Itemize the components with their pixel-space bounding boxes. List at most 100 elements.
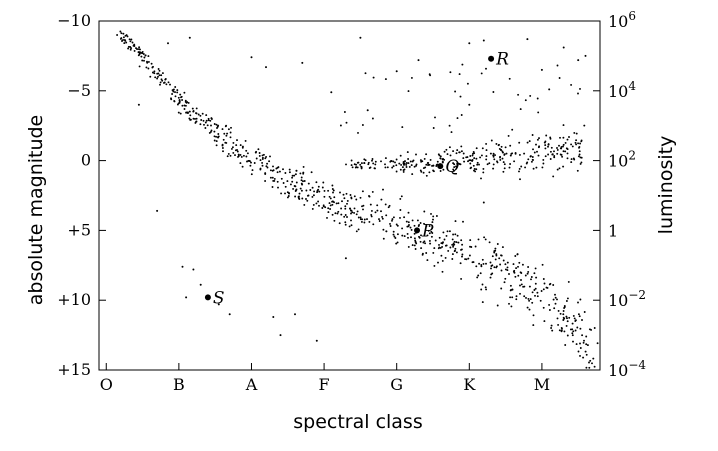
star-dot: [423, 157, 426, 160]
star-dot: [345, 163, 347, 166]
star-dot: [378, 218, 380, 221]
star-dot: [245, 155, 248, 158]
star-dot: [551, 329, 554, 332]
star-dot: [479, 156, 482, 159]
star-dot: [405, 162, 408, 164]
star-dot: [410, 236, 412, 239]
right-tick-base: 10: [608, 291, 628, 310]
star-dot: [355, 213, 358, 216]
star-dot: [277, 166, 280, 169]
star-dot: [502, 170, 505, 173]
star-dot: [577, 155, 580, 158]
star-dot: [567, 280, 570, 283]
star-dot: [266, 166, 269, 169]
star-dot: [349, 207, 351, 210]
star-dot: [334, 212, 337, 215]
star-dot: [275, 167, 278, 170]
star-dot: [452, 244, 455, 247]
star-dot: [222, 138, 225, 141]
star-dot: [348, 225, 351, 228]
star-dot: [468, 103, 471, 106]
star-dot: [448, 146, 451, 149]
star-dot: [483, 236, 486, 239]
star-dot: [217, 135, 220, 138]
star-dot: [503, 167, 506, 170]
star-dot: [437, 247, 440, 250]
star-dot: [469, 159, 472, 162]
star-dot: [192, 117, 195, 120]
star-dot: [282, 168, 284, 171]
right-tick-base: 10: [608, 361, 628, 380]
star-dot: [395, 223, 398, 226]
star-dot: [226, 132, 229, 135]
star-dot: [495, 265, 498, 268]
star-dot: [571, 332, 574, 335]
star-dot: [553, 307, 556, 310]
star-dot: [122, 32, 125, 35]
star-dot: [528, 308, 531, 311]
star-dot: [145, 66, 148, 69]
star-dot: [355, 198, 358, 201]
star-dot: [321, 186, 324, 189]
star-dot: [179, 112, 182, 115]
star-dot: [564, 141, 567, 144]
star-dot: [566, 334, 569, 337]
star-dot: [469, 167, 472, 170]
star-dot: [499, 158, 502, 161]
star-dot: [474, 245, 477, 248]
star-dot: [519, 271, 522, 274]
star-dot: [159, 81, 162, 84]
star-dot: [562, 145, 564, 148]
star-dot: [232, 141, 235, 144]
star-dot: [445, 148, 448, 151]
star-dot: [399, 168, 402, 171]
star-dot: [317, 200, 320, 203]
star-dot: [213, 130, 216, 133]
star-dot: [424, 242, 427, 245]
star-dot: [575, 139, 578, 142]
star-dot: [503, 163, 506, 166]
star-dot: [221, 143, 224, 146]
bottom-tick-label: M: [534, 375, 550, 394]
star-dot: [370, 209, 373, 212]
star-dot: [527, 297, 530, 300]
star-dot: [527, 158, 530, 161]
star-dot: [518, 170, 520, 173]
star-dot: [332, 189, 335, 192]
star-dot: [531, 291, 534, 294]
star-dot: [566, 148, 569, 151]
star-dot: [460, 145, 463, 148]
star-dot: [250, 56, 253, 59]
star-dot: [361, 124, 364, 126]
star-dot: [253, 162, 256, 164]
star-dot: [271, 176, 274, 179]
star-dot: [387, 206, 390, 209]
star-dot: [520, 283, 523, 286]
star-dot: [205, 119, 208, 122]
star-dot: [361, 190, 364, 193]
star-dot: [475, 265, 478, 268]
star-dot: [126, 35, 129, 38]
star-dot: [451, 253, 454, 256]
star-dot: [511, 288, 514, 291]
star-dot: [528, 299, 531, 302]
star-dot: [359, 196, 362, 199]
star-dot: [213, 123, 216, 125]
star-dot: [234, 154, 236, 157]
star-dot: [492, 167, 495, 170]
star-dot: [515, 298, 518, 301]
star-dot: [315, 202, 318, 205]
bottom-tick-label: A: [245, 375, 258, 394]
star-dot: [547, 143, 550, 146]
star-dot: [526, 306, 529, 309]
star-dot: [540, 68, 543, 71]
star-dot: [143, 59, 145, 62]
star-dot: [530, 278, 532, 281]
star-dot: [349, 209, 352, 212]
star-dot: [264, 180, 267, 182]
star-dot: [547, 153, 550, 156]
star-dot: [183, 91, 186, 94]
star-dot: [392, 216, 395, 219]
star-dot: [468, 254, 471, 257]
star-dot: [518, 261, 521, 264]
